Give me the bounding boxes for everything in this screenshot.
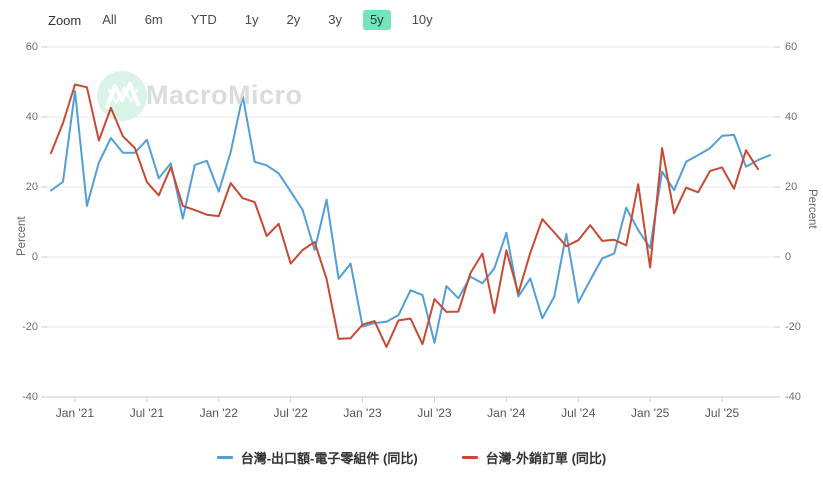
y-axis-label-right: 40 [785,111,798,123]
range-button-2y[interactable]: 2y [286,12,301,27]
logo-zigzag-icon [105,82,140,109]
range-button-ytd[interactable]: YTD [190,12,217,27]
zoom-label: Zoom [48,12,82,28]
legend-item-export-orders[interactable]: 台灣-外銷訂單 (同比) [461,448,607,467]
y-axis-label-left: 0 [31,251,38,263]
x-axis-label: Jan '23 [343,406,382,420]
y-axis-label-left: 60 [25,41,38,53]
x-axis-label: Jan '22 [199,406,238,420]
logo-zigzag2-icon [107,86,139,105]
y-axis-label-right: 0 [785,251,792,263]
legend-item-exports-electronics[interactable]: 台灣-出口額-電子零組件 (同比) [216,448,418,467]
x-axis-label: Jul '24 [561,406,596,420]
range-button-10y[interactable]: 10y [411,12,433,27]
y-axis-label-left: -20 [22,321,38,333]
legend-label: 台灣-出口額-電子零組件 (同比) [240,451,418,466]
zoom-range-toolbar: Zoom All 6m YTD 1y 2y 3y 5y 10y [48,10,440,30]
range-button-6m[interactable]: 6m [144,12,163,27]
y-axis-label-right: -20 [785,321,801,333]
y-axis-label-left: 20 [25,181,38,193]
y-axis-label-right: 60 [785,41,798,53]
x-axis-label: Jan '24 [487,406,526,420]
series-line-exports-electronics[interactable] [50,90,771,344]
legend-dash-icon [461,456,478,459]
y-axis-title-right: Percent [806,189,818,229]
chart-legend: 台灣-出口額-電子零組件 (同比) 台灣-外銷訂單 (同比) [0,448,823,467]
x-axis-label: Jan '21 [55,406,95,420]
y-axis-label-right: -40 [785,391,801,403]
y-axis-label-left: -40 [22,391,38,403]
range-button-1y[interactable]: 1y [244,12,259,27]
y-axis-label-left: 40 [25,111,38,123]
series-line-export-orders[interactable] [50,83,759,348]
range-buttons: All 6m YTD 1y 2y 3y 5y 10y [95,10,439,30]
watermark-text: MacroMicro [146,80,303,110]
x-axis-label: Jul '21 [129,406,165,420]
range-button-3y[interactable]: 3y [328,12,342,27]
x-axis-label: Jan '25 [630,406,670,420]
range-button-5y[interactable]: 5y [362,10,391,30]
range-button-all[interactable]: All [102,12,117,27]
x-axis-label: Jul '23 [417,406,452,420]
legend-dash-icon [216,456,233,459]
legend-label: 台灣-外銷訂單 (同比) [485,451,607,466]
x-axis-label: Jul '25 [704,406,740,420]
x-axis-label: Jul '22 [273,406,308,420]
y-axis-label-right: 20 [785,181,798,193]
